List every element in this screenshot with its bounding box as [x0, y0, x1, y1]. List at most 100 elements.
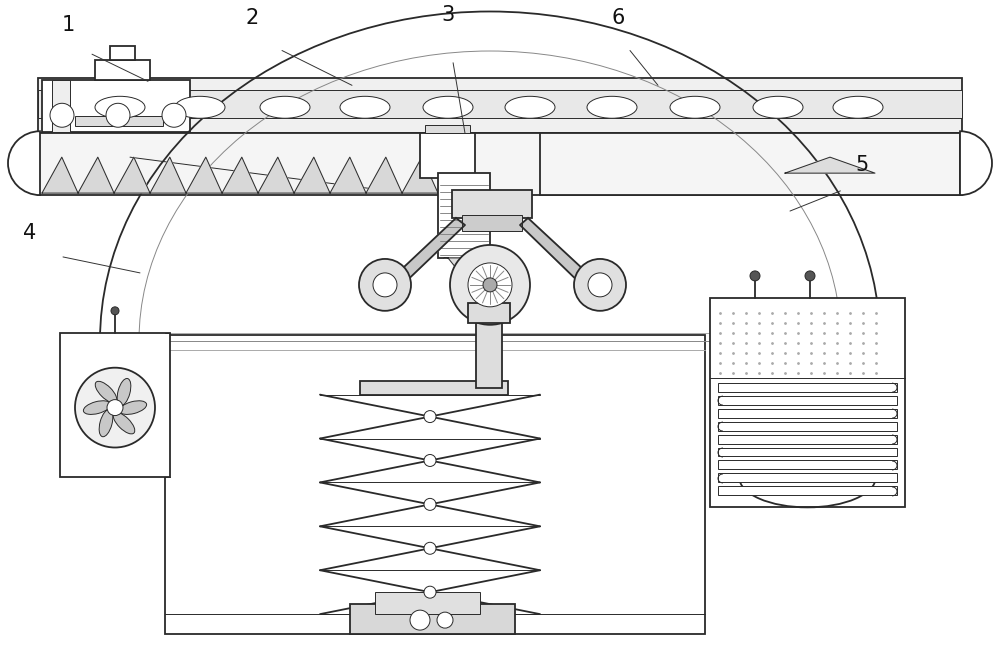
Bar: [718, 435, 897, 444]
Text: 4: 4: [23, 223, 37, 243]
Circle shape: [424, 454, 436, 466]
Polygon shape: [520, 218, 600, 295]
Polygon shape: [438, 157, 474, 193]
Circle shape: [483, 278, 497, 292]
Circle shape: [588, 273, 612, 297]
Polygon shape: [258, 157, 294, 193]
Polygon shape: [330, 157, 366, 193]
Polygon shape: [402, 157, 438, 193]
Text: 1: 1: [61, 15, 75, 36]
Polygon shape: [444, 258, 480, 278]
Bar: [38, 90, 962, 118]
Circle shape: [450, 245, 530, 325]
Bar: [165, 335, 705, 634]
Text: 2: 2: [245, 9, 259, 28]
Bar: [718, 421, 897, 431]
Bar: [710, 298, 905, 507]
Polygon shape: [114, 157, 150, 193]
Bar: [718, 409, 897, 417]
Bar: [468, 303, 510, 323]
Circle shape: [410, 610, 430, 630]
Ellipse shape: [119, 401, 147, 415]
Circle shape: [110, 403, 120, 413]
Bar: [38, 133, 962, 195]
Circle shape: [437, 612, 453, 628]
Ellipse shape: [260, 96, 310, 118]
Bar: [476, 320, 502, 388]
Bar: [38, 79, 962, 133]
Text: 6: 6: [611, 9, 625, 28]
Ellipse shape: [99, 409, 113, 437]
Bar: [462, 215, 522, 231]
Circle shape: [107, 400, 123, 415]
Bar: [350, 604, 515, 634]
Circle shape: [805, 271, 815, 281]
Circle shape: [424, 499, 436, 510]
Bar: [443, 626, 451, 634]
Bar: [438, 173, 490, 258]
Bar: [452, 190, 532, 218]
Bar: [540, 133, 960, 195]
Bar: [405, 617, 465, 632]
Bar: [718, 396, 897, 405]
Bar: [419, 626, 427, 634]
Circle shape: [75, 368, 155, 448]
Bar: [718, 382, 897, 392]
Ellipse shape: [753, 96, 803, 118]
Polygon shape: [385, 218, 465, 295]
Circle shape: [750, 271, 760, 281]
Polygon shape: [785, 157, 875, 173]
Ellipse shape: [505, 96, 555, 118]
Circle shape: [111, 307, 119, 314]
Ellipse shape: [95, 96, 145, 118]
Ellipse shape: [340, 96, 390, 118]
Polygon shape: [186, 157, 222, 193]
Circle shape: [574, 259, 626, 311]
Bar: [718, 487, 897, 495]
Bar: [718, 448, 897, 456]
Bar: [52, 81, 70, 132]
Circle shape: [373, 273, 397, 297]
Ellipse shape: [117, 378, 131, 406]
Ellipse shape: [670, 96, 720, 118]
Wedge shape: [8, 131, 40, 195]
Bar: [375, 592, 480, 614]
Bar: [420, 133, 475, 178]
Ellipse shape: [83, 401, 111, 415]
Wedge shape: [960, 131, 992, 195]
Bar: [42, 81, 190, 132]
Bar: [718, 460, 897, 470]
Ellipse shape: [587, 96, 637, 118]
Polygon shape: [150, 157, 186, 193]
Circle shape: [162, 103, 186, 127]
Circle shape: [468, 263, 512, 307]
Bar: [360, 380, 508, 394]
Ellipse shape: [113, 413, 135, 434]
Ellipse shape: [423, 96, 473, 118]
Bar: [455, 626, 463, 634]
Polygon shape: [78, 157, 114, 193]
Circle shape: [359, 259, 411, 311]
Bar: [407, 626, 415, 634]
Ellipse shape: [95, 381, 117, 403]
Bar: [425, 125, 470, 133]
Text: 3: 3: [441, 5, 455, 26]
Circle shape: [106, 103, 130, 127]
Bar: [75, 116, 163, 126]
Polygon shape: [294, 157, 330, 193]
Ellipse shape: [175, 96, 225, 118]
Circle shape: [424, 586, 436, 598]
Circle shape: [50, 103, 74, 127]
Circle shape: [424, 411, 436, 423]
Bar: [718, 474, 897, 482]
Bar: [395, 626, 403, 634]
Bar: [431, 626, 439, 634]
Bar: [60, 333, 170, 477]
Text: 5: 5: [855, 155, 869, 175]
Bar: [110, 46, 135, 60]
Polygon shape: [366, 157, 402, 193]
Circle shape: [424, 542, 436, 554]
Ellipse shape: [833, 96, 883, 118]
Polygon shape: [42, 157, 78, 193]
Polygon shape: [222, 157, 258, 193]
